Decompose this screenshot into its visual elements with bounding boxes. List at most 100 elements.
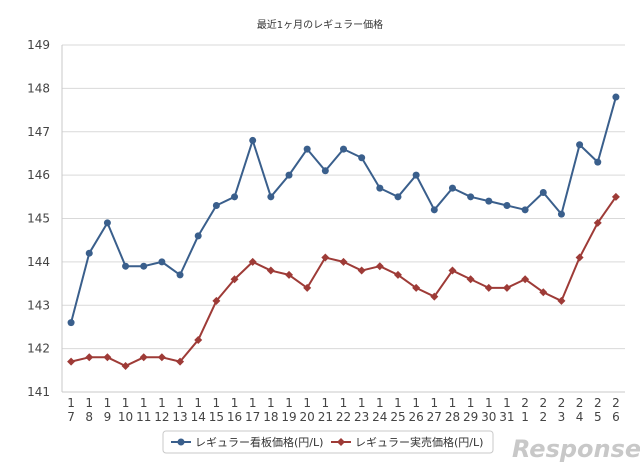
data-point[interactable] [121, 361, 130, 370]
x-tick-label-day: 28 [445, 410, 460, 424]
data-point[interactable] [176, 271, 184, 279]
data-point[interactable] [103, 219, 111, 227]
x-tick-label-day: 15 [209, 410, 224, 424]
y-tick-label: 147 [27, 125, 50, 139]
data-point[interactable] [430, 206, 438, 214]
data-point[interactable] [321, 167, 329, 175]
x-tick-label-month: 1 [303, 396, 311, 410]
data-point[interactable] [194, 232, 202, 240]
data-point[interactable] [485, 197, 493, 205]
x-tick-label-day: 18 [263, 410, 278, 424]
x-tick-label-month: 1 [503, 396, 511, 410]
x-tick-label-day: 5 [594, 410, 602, 424]
legend-label-series-1: レギュラー看板価格(円/L) [195, 435, 323, 449]
x-tick-label-day: 17 [245, 410, 260, 424]
data-point[interactable] [339, 257, 348, 266]
x-tick-label-month: 2 [576, 396, 584, 410]
data-point[interactable] [612, 93, 620, 101]
data-point[interactable] [212, 296, 221, 305]
data-point[interactable] [594, 158, 602, 166]
data-point[interactable] [412, 283, 421, 292]
data-point[interactable] [303, 145, 311, 153]
x-tick-label-day: 2 [539, 410, 547, 424]
data-point[interactable] [321, 253, 330, 262]
data-point[interactable] [503, 201, 511, 209]
data-point[interactable] [266, 266, 275, 275]
data-point[interactable] [103, 353, 112, 362]
data-point[interactable] [357, 266, 366, 275]
data-point[interactable] [466, 275, 475, 284]
data-point[interactable] [502, 283, 511, 292]
legend-item-series-1[interactable]: レギュラー看板価格(円/L) [171, 435, 323, 449]
y-tick-label: 148 [27, 81, 50, 95]
data-point[interactable] [67, 319, 75, 327]
x-tick-label-month: 2 [539, 396, 547, 410]
x-tick-label-day: 4 [576, 410, 584, 424]
x-tick-label-day: 13 [172, 410, 187, 424]
data-point[interactable] [285, 270, 294, 279]
watermark-logo: Response. [512, 435, 640, 463]
data-point[interactable] [67, 357, 76, 366]
data-point[interactable] [231, 193, 239, 201]
data-point[interactable] [194, 335, 203, 344]
x-tick-label-month: 2 [558, 396, 566, 410]
x-tick-label-month: 1 [430, 396, 438, 410]
data-point[interactable] [85, 353, 94, 362]
data-point[interactable] [375, 262, 384, 271]
data-point[interactable] [248, 257, 257, 266]
x-tick-label-day: 10 [118, 410, 133, 424]
data-point[interactable] [593, 218, 602, 227]
data-point[interactable] [521, 275, 530, 284]
data-point[interactable] [376, 184, 384, 192]
x-tick-label-day: 8 [85, 410, 93, 424]
data-point[interactable] [539, 188, 547, 196]
data-point[interactable] [448, 184, 456, 192]
data-point[interactable] [122, 262, 130, 270]
x-tick-label-day: 20 [300, 410, 315, 424]
data-point[interactable] [267, 193, 275, 201]
x-tick-label-month: 1 [376, 396, 384, 410]
data-point[interactable] [575, 253, 584, 262]
data-point[interactable] [576, 141, 584, 149]
data-point[interactable] [448, 266, 457, 275]
data-point[interactable] [557, 296, 566, 305]
data-point[interactable] [430, 292, 439, 301]
data-point[interactable] [393, 270, 402, 279]
x-tick-label-month: 1 [85, 396, 93, 410]
x-tick-label-month: 1 [158, 396, 166, 410]
legend-item-series-2[interactable]: レギュラー実売価格(円/L) [331, 435, 483, 449]
data-point[interactable] [157, 353, 166, 362]
y-tick-label: 143 [27, 298, 50, 312]
x-tick-label-day: 23 [354, 410, 369, 424]
legend-label-series-2: レギュラー実売価格(円/L) [355, 435, 483, 449]
x-tick-label-month: 1 [394, 396, 402, 410]
data-point[interactable] [394, 193, 402, 201]
data-point[interactable] [539, 288, 548, 297]
data-point[interactable] [358, 154, 366, 162]
data-point[interactable] [521, 206, 529, 214]
data-point[interactable] [467, 193, 475, 201]
x-tick-label-month: 1 [104, 396, 112, 410]
x-tick-label-month: 1 [140, 396, 148, 410]
data-point[interactable] [140, 262, 148, 270]
data-point[interactable] [484, 283, 493, 292]
x-tick-label-day: 26 [409, 410, 424, 424]
data-point[interactable] [230, 275, 239, 284]
y-tick-label: 142 [27, 342, 50, 356]
data-point[interactable] [412, 171, 420, 179]
data-point[interactable] [340, 145, 347, 153]
data-point[interactable] [249, 136, 257, 144]
x-tick-label-day: 22 [336, 410, 351, 424]
x-tick-label-day: 1 [521, 410, 529, 424]
data-point[interactable] [212, 201, 220, 209]
data-point[interactable] [139, 353, 148, 362]
x-tick-label-month: 2 [521, 396, 529, 410]
data-point[interactable] [611, 192, 620, 201]
data-point[interactable] [85, 249, 93, 257]
data-point[interactable] [158, 258, 166, 266]
data-point[interactable] [285, 171, 293, 179]
data-point[interactable] [176, 357, 185, 366]
data-point[interactable] [557, 210, 565, 218]
data-point[interactable] [303, 283, 312, 292]
